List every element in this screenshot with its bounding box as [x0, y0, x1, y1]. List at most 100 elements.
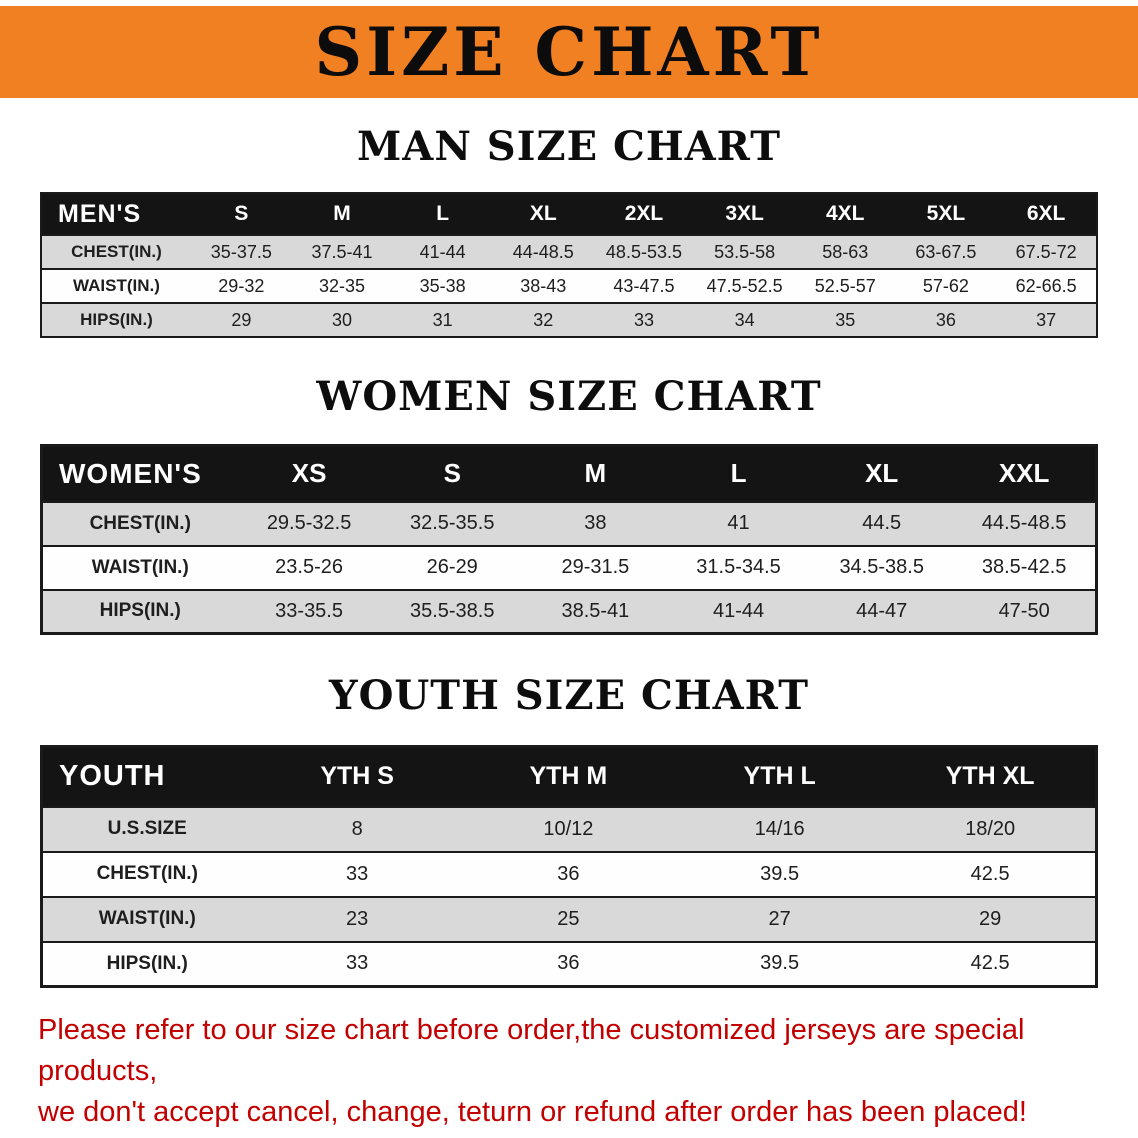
size-value-cell: 31.5-34.5 [666, 544, 811, 590]
row-label: WAIST(IN.) [41, 895, 252, 942]
size-value-cell: 10/12 [462, 805, 674, 852]
women-size-column-header: L [666, 445, 811, 502]
size-value-cell: 58-63 [794, 234, 896, 269]
size-value-cell: 27 [674, 895, 886, 942]
man-size-column-header: 2XL [593, 193, 695, 235]
size-value-cell: 18/20 [885, 805, 1097, 852]
row-label: HIPS(IN.) [41, 940, 252, 987]
size-value-cell: 41-44 [666, 588, 811, 634]
row-label: HIPS(IN.) [41, 302, 191, 337]
size-value-cell: 29.5-32.5 [237, 500, 381, 546]
man-size-column-header: XL [492, 193, 594, 235]
youth-size-column-header: YTH S [251, 746, 463, 807]
row-label: CHEST(IN.) [41, 850, 252, 897]
size-value-cell: 34 [694, 302, 795, 337]
size-value-cell: 29 [191, 302, 292, 337]
women-section-title: WOMEN SIZE CHART [316, 373, 822, 420]
man-size-column-header: 4XL [794, 193, 896, 235]
row-label: CHEST(IN.) [41, 234, 191, 269]
women-measure-row: HIPS(IN.) 33-35.5 35.5-38.5 38.5-41 41-44 44-… [41, 588, 1097, 634]
youth-measure-row: WAIST(IN.) 23 25 27 29 [41, 895, 1097, 942]
man-measure-row: HIPS(IN.) 29 30 31 32 33 34 35 36 37 [41, 302, 1097, 337]
size-value-cell: 39.5 [674, 850, 886, 897]
size-value-cell: 23 [251, 895, 463, 942]
size-value-cell: 44-47 [810, 588, 954, 634]
man-size-column-header: 3XL [694, 193, 795, 235]
women-header-row: WOMEN'S XS S M L XL XXL [41, 445, 1097, 502]
man-size-section: MAN SIZE CHART MEN'S S M L XL 2XL 3XL 4XL 5XL 6XL… [0, 124, 1138, 338]
women-size-table: WOMEN'S XS S M L XL XXL CHEST(IN.) 29.5-32.5 32.5… [40, 444, 1098, 635]
size-value-cell: 14/16 [674, 805, 886, 852]
youth-measure-row: U.S.SIZE 8 10/12 14/16 18/20 [41, 805, 1097, 852]
size-value-cell: 41-44 [392, 234, 493, 269]
man-measure-row: CHEST(IN.) 35-37.5 37.5-41 41-44 44-48.5 48.5… [41, 234, 1097, 269]
man-section-title: MAN SIZE CHART [357, 123, 781, 170]
size-value-cell: 38-43 [492, 268, 594, 303]
man-size-table: MEN'S S M L XL 2XL 3XL 4XL 5XL 6XL CHEST(IN.) 35-37… [40, 192, 1098, 338]
man-size-column-header: 6XL [996, 193, 1097, 235]
size-value-cell: 63-67.5 [895, 234, 997, 269]
youth-size-column-header: YTH M [462, 746, 674, 807]
youth-corner-label: YOUTH [41, 746, 252, 807]
size-value-cell: 57-62 [895, 268, 997, 303]
row-label: WAIST(IN.) [41, 544, 238, 590]
man-size-column-header: L [392, 193, 493, 235]
size-value-cell: 37.5-41 [291, 234, 393, 269]
size-value-cell: 26-29 [380, 544, 524, 590]
youth-size-column-header: YTH L [674, 746, 886, 807]
man-header-row: MEN'S S M L XL 2XL 3XL 4XL 5XL 6XL [41, 193, 1097, 235]
youth-section-title: YOUTH SIZE CHART [329, 672, 809, 719]
size-value-cell: 39.5 [674, 940, 886, 987]
row-label: HIPS(IN.) [41, 588, 238, 634]
size-value-cell: 44-48.5 [492, 234, 594, 269]
row-label: WAIST(IN.) [41, 268, 191, 303]
size-value-cell: 44.5-48.5 [953, 500, 1097, 546]
man-size-column-header: M [291, 193, 393, 235]
women-size-column-header: S [380, 445, 524, 502]
size-value-cell: 23.5-26 [237, 544, 381, 590]
size-value-cell: 41 [666, 500, 811, 546]
size-value-cell: 47.5-52.5 [694, 268, 795, 303]
size-value-cell: 33 [251, 940, 463, 987]
size-value-cell: 47-50 [953, 588, 1097, 634]
size-value-cell: 44.5 [810, 500, 954, 546]
size-value-cell: 42.5 [885, 850, 1097, 897]
size-value-cell: 32.5-35.5 [380, 500, 524, 546]
size-value-cell: 33-35.5 [237, 588, 381, 634]
man-corner-label: MEN'S [41, 193, 191, 235]
row-label: U.S.SIZE [41, 805, 252, 852]
man-size-column-header: S [191, 193, 292, 235]
women-corner-label: WOMEN'S [41, 445, 238, 502]
youth-size-table: YOUTH YTH S YTH M YTH L YTH XL U.S.SIZE 8 10/12… [40, 745, 1098, 988]
youth-measure-row: CHEST(IN.) 33 36 39.5 42.5 [41, 850, 1097, 897]
size-value-cell: 8 [251, 805, 463, 852]
size-value-cell: 35-38 [392, 268, 493, 303]
women-size-section: WOMEN SIZE CHART WOMEN'S XS S M L XL XXL CHEST(… [0, 374, 1138, 635]
size-value-cell: 36 [462, 940, 674, 987]
size-value-cell: 33 [593, 302, 695, 337]
size-value-cell: 32 [492, 302, 594, 337]
youth-measure-row: HIPS(IN.) 33 36 39.5 42.5 [41, 940, 1097, 987]
women-size-column-header: M [523, 445, 667, 502]
size-value-cell: 38.5-41 [523, 588, 667, 634]
size-value-cell: 35-37.5 [191, 234, 292, 269]
size-value-cell: 42.5 [885, 940, 1097, 987]
youth-header-row: YOUTH YTH S YTH M YTH L YTH XL [41, 746, 1097, 807]
man-size-column-header: 5XL [895, 193, 997, 235]
size-value-cell: 36 [895, 302, 997, 337]
size-value-cell: 38.5-42.5 [953, 544, 1097, 590]
youth-size-section: YOUTH SIZE CHART YOUTH YTH S YTH M YTH L YTH… [0, 673, 1138, 988]
size-value-cell: 34.5-38.5 [810, 544, 954, 590]
size-value-cell: 29-32 [191, 268, 292, 303]
size-value-cell: 38 [523, 500, 667, 546]
size-value-cell: 67.5-72 [996, 234, 1097, 269]
size-value-cell: 32-35 [291, 268, 393, 303]
size-value-cell: 36 [462, 850, 674, 897]
women-size-column-header: XS [237, 445, 381, 502]
size-value-cell: 29 [885, 895, 1097, 942]
size-value-cell: 48.5-53.5 [593, 234, 695, 269]
size-chart-banner: SIZE CHART [0, 6, 1138, 98]
size-value-cell: 37 [996, 302, 1097, 337]
women-size-column-header: XXL [953, 445, 1097, 502]
size-value-cell: 52.5-57 [794, 268, 896, 303]
